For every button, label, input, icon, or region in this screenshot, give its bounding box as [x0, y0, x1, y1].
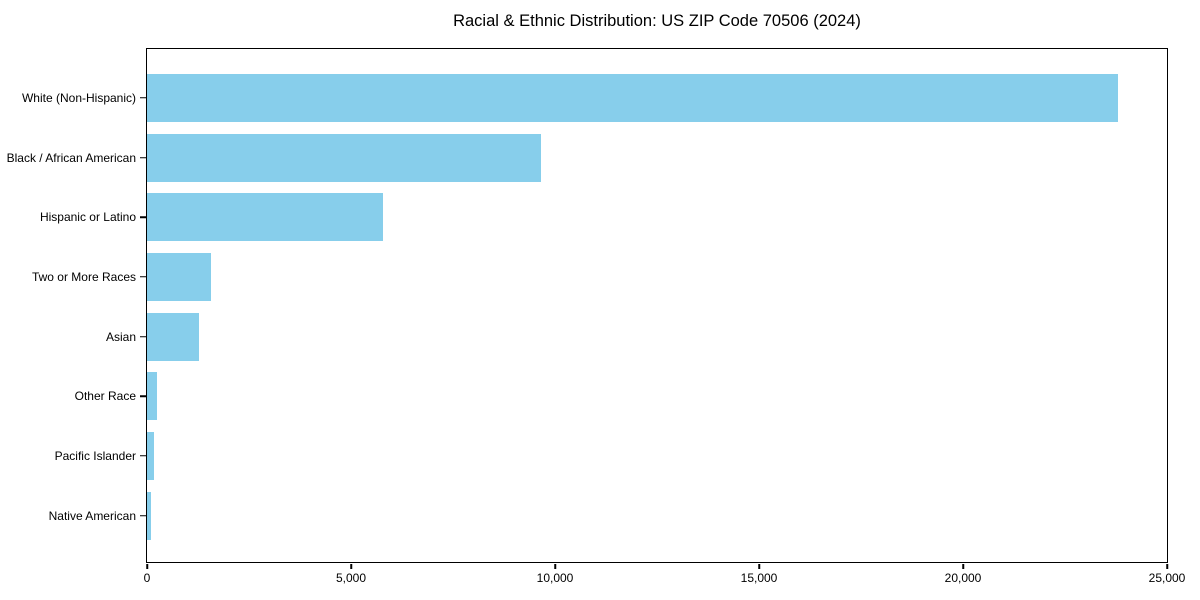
bar — [147, 73, 1119, 122]
category-label: Black / African American — [6, 150, 136, 165]
bar — [147, 133, 541, 182]
x-axis-tick-label: 10,000 — [536, 571, 574, 585]
bar — [147, 312, 199, 361]
bars-container: White (Non-Hispanic) Black / African Amer… — [7, 49, 1167, 562]
category-label: Native American — [48, 508, 136, 523]
x-axis-tick — [962, 563, 964, 569]
bar — [147, 372, 157, 421]
x-axis-tick — [1166, 563, 1168, 569]
y-axis-tick — [140, 514, 146, 517]
category-label: Pacific Islander — [54, 448, 136, 463]
y-axis-tick — [140, 97, 146, 99]
chart-title: Racial & Ethnic Distribution: US ZIP Cod… — [453, 12, 861, 30]
category-label: Asian — [105, 329, 136, 344]
bar-row: Hispanic or Latino — [40, 187, 1167, 247]
x-axis-tick-label: 25,000 — [1148, 571, 1186, 585]
x-axis-tick — [146, 563, 148, 569]
y-axis-tick — [140, 395, 146, 398]
bar-row: White (Non-Hispanic) — [22, 68, 1167, 128]
y-axis-tick — [140, 455, 146, 457]
bar — [147, 491, 152, 540]
category-label: Hispanic or Latino — [39, 210, 136, 225]
x-axis-tick — [758, 563, 760, 569]
bar — [147, 193, 383, 242]
y-axis-tick — [140, 216, 146, 218]
y-axis-tick — [140, 335, 146, 338]
bar-row: Asian — [106, 307, 1167, 367]
category-label: White (Non-Hispanic) — [21, 90, 136, 105]
plot-area: White (Non-Hispanic) Black / African Amer… — [7, 48, 1185, 585]
y-axis-tick — [140, 156, 146, 159]
x-axis: 0 5,000 10,000 15,000 20,000 25,000 — [143, 562, 1185, 596]
category-label: Other Race — [74, 389, 136, 404]
category-label: Two or More Races — [31, 269, 136, 284]
bar-row: Black / African American — [7, 128, 1167, 188]
bar-row: Native American — [49, 486, 1167, 546]
bar-row: Pacific Islander — [55, 426, 1167, 486]
x-axis-tick-label: 20,000 — [944, 571, 982, 585]
x-axis-tick — [554, 563, 556, 569]
bar — [147, 252, 212, 301]
x-axis-tick-label: 0 — [143, 571, 151, 585]
x-axis-tick-label: 5,000 — [335, 571, 367, 585]
y-axis-tick — [140, 276, 146, 278]
x-axis-tick-label: 15,000 — [740, 571, 778, 585]
bar-row: Other Race — [75, 366, 1167, 426]
x-axis-tick — [350, 563, 352, 569]
bar-row: Two or More Races — [32, 247, 1167, 307]
bar — [147, 431, 154, 480]
